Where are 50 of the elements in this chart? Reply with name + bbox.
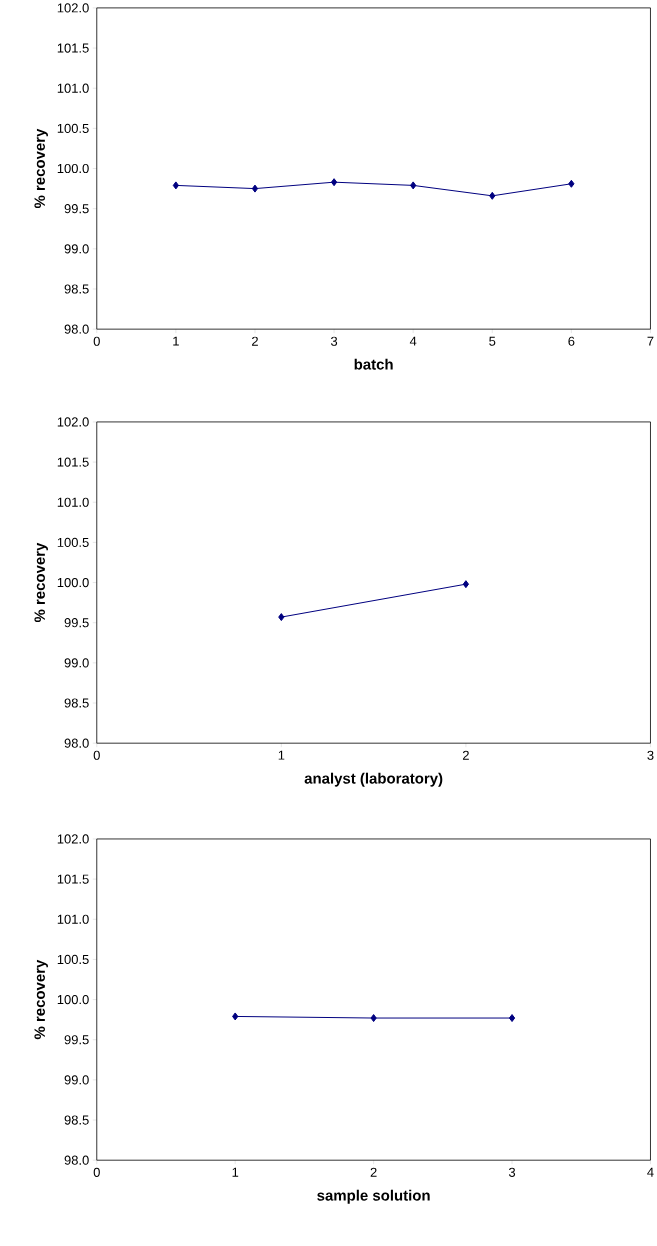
y-tick-label: 101.0	[57, 83, 89, 93]
y-tick-label: 98.0	[64, 324, 89, 334]
x-axis-title: batch	[354, 358, 393, 370]
x-tick-label: 3	[330, 336, 337, 346]
y-tick-label: 100.0	[57, 994, 89, 1005]
x-axis-title: sample solution	[317, 1189, 430, 1204]
x-tick-label: 6	[568, 336, 575, 346]
y-tick-label: 98.0	[64, 1155, 89, 1165]
y-tick-label: 101.5	[57, 874, 89, 884]
x-tick-label: 3	[647, 750, 654, 760]
x-tick-label: 0	[93, 336, 100, 346]
y-tick-label: 102.0	[57, 417, 89, 427]
y-tick-label: 100.0	[57, 163, 89, 174]
y-axis-title: % recovery	[34, 542, 48, 623]
x-axis-title: analyst (laboratory)	[304, 772, 443, 787]
y-tick-label: 102.0	[57, 834, 89, 844]
x-tick-label: 2	[251, 336, 258, 346]
y-tick-label: 102.0	[57, 3, 89, 13]
x-tick-label: 1	[232, 1167, 238, 1177]
y-tick-label: 99.5	[64, 204, 89, 214]
y-tick-label: 100.0	[57, 577, 89, 588]
x-tick-label: 1	[173, 336, 179, 346]
y-tick-label: 100.5	[57, 954, 89, 965]
x-tick-label: 3	[508, 1167, 515, 1177]
x-tick-label: 7	[647, 336, 654, 346]
x-tick-label: 4	[409, 336, 417, 346]
y-tick-label: 99.0	[64, 244, 89, 254]
y-tick-label: 99.5	[64, 1035, 89, 1045]
x-tick-label: 0	[93, 750, 100, 760]
x-tick-label: 2	[462, 750, 469, 760]
x-tick-label: 5	[488, 336, 496, 346]
y-tick-label: 98.5	[64, 1115, 89, 1125]
y-tick-label: 98.5	[64, 284, 89, 294]
y-tick-label: 98.5	[64, 698, 89, 708]
y-tick-label: 98.0	[64, 738, 89, 748]
y-tick-label: 101.5	[57, 457, 89, 467]
y-axis-title: % recovery	[34, 959, 48, 1040]
y-tick-label: 99.0	[64, 658, 89, 668]
y-tick-label: 99.0	[64, 1075, 89, 1085]
x-tick-label: 0	[93, 1167, 100, 1177]
y-tick-label: 100.5	[57, 537, 89, 547]
x-tick-label: 2	[370, 1167, 377, 1177]
y-tick-label: 100.5	[57, 123, 89, 133]
y-tick-label: 99.5	[64, 618, 89, 628]
y-axis-title: % recovery	[34, 128, 48, 209]
x-tick-label: 4	[646, 1167, 654, 1177]
y-tick-label: 101.5	[57, 43, 89, 53]
x-tick-label: 1	[278, 750, 285, 760]
y-tick-label: 101.0	[57, 497, 89, 507]
y-tick-label: 101.0	[57, 914, 89, 924]
